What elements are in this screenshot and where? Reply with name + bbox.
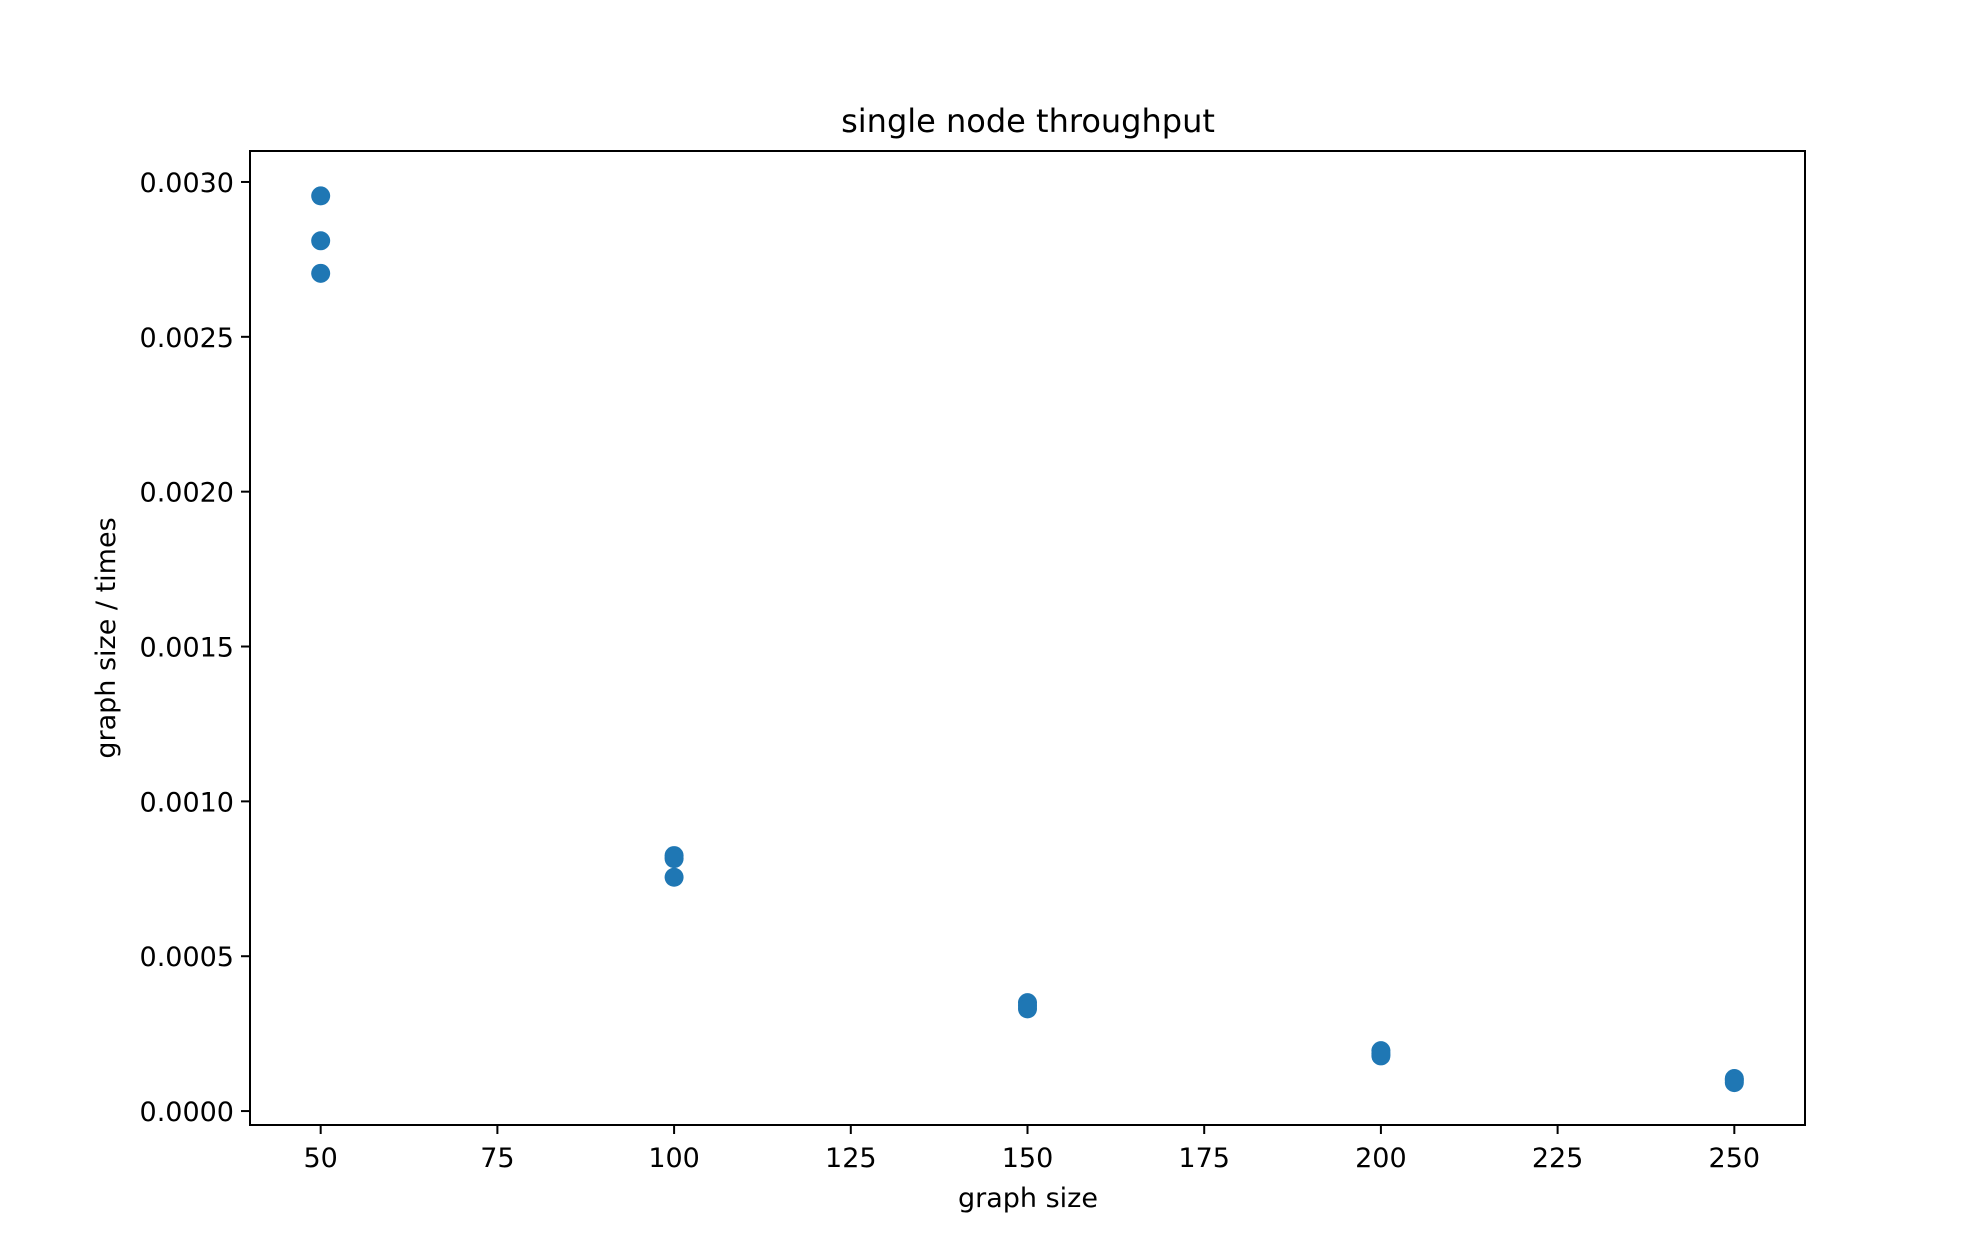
x-tick-label: 150 — [1002, 1143, 1054, 1174]
y-tick-label: 0.0010 — [140, 787, 234, 818]
y-axis-label: graph size / times — [91, 517, 122, 758]
x-axis: 50 75 100 125 150 175 200 225 250 — [304, 1125, 1761, 1174]
data-point — [1724, 1073, 1744, 1093]
y-tick-label: 0.0025 — [140, 323, 234, 354]
chart-title: single node throughput — [841, 102, 1215, 140]
x-tick-label: 225 — [1532, 1143, 1584, 1174]
y-tick-label: 0.0000 — [140, 1097, 234, 1128]
x-tick-label: 75 — [480, 1143, 514, 1174]
x-tick-label: 200 — [1355, 1143, 1407, 1174]
x-tick-label: 175 — [1178, 1143, 1230, 1174]
x-tick-label: 250 — [1709, 1143, 1761, 1174]
y-tick-label: 0.0020 — [140, 478, 234, 509]
plot-frame — [249, 150, 1806, 1126]
scatter-points — [311, 186, 1744, 1093]
data-point — [311, 231, 331, 251]
y-axis: 0.0000 0.0005 0.0010 0.0015 0.0020 0.0025 0.00… — [140, 168, 250, 1128]
data-point — [1018, 999, 1037, 1019]
x-tick-label: 100 — [648, 1143, 700, 1174]
data-point — [311, 263, 331, 283]
y-tick-label: 0.0015 — [140, 633, 234, 664]
x-tick-label: 125 — [825, 1143, 877, 1174]
data-point — [311, 186, 331, 206]
y-tick-label: 0.0005 — [140, 942, 234, 973]
y-tick-label: 0.0030 — [140, 168, 234, 199]
x-tick-label: 50 — [304, 1143, 338, 1174]
data-point — [1371, 1046, 1391, 1066]
data-point — [664, 867, 684, 887]
x-axis-label: graph size — [958, 1183, 1098, 1214]
data-point — [664, 849, 684, 869]
